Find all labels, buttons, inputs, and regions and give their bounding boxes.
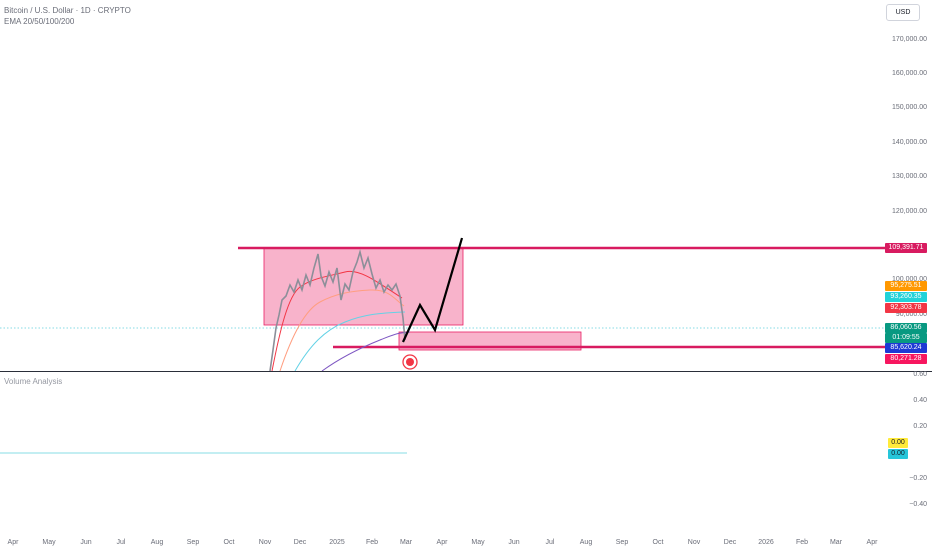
volume-tag-yellow: 0.00 bbox=[888, 438, 908, 448]
time-label: Aug bbox=[150, 539, 164, 546]
volume-tag-cyan: 0.00 bbox=[888, 449, 908, 459]
ema100-line bbox=[294, 311, 406, 372]
time-label: Jun bbox=[80, 539, 92, 546]
projection-path bbox=[402, 237, 464, 343]
time-label: May bbox=[471, 539, 485, 546]
time-label: Jun bbox=[508, 539, 520, 546]
time-label: Nov bbox=[687, 539, 701, 546]
time-label: Aug bbox=[579, 539, 593, 546]
price-tick: 120,000.00 bbox=[891, 208, 927, 215]
time-label: Oct bbox=[652, 539, 664, 546]
event-marker-dot bbox=[406, 358, 414, 366]
price-tick: 170,000.00 bbox=[891, 36, 927, 43]
time-label: Apr bbox=[866, 539, 878, 546]
time-label: Nov bbox=[258, 539, 272, 546]
ema100-price-tag: 92,303.78 bbox=[885, 303, 927, 313]
pane-divider[interactable] bbox=[0, 371, 932, 372]
price-tick: 160,000.00 bbox=[891, 70, 927, 77]
time-label: Dec bbox=[293, 539, 307, 546]
time-label: Mar bbox=[829, 539, 843, 546]
time-label: 2025 bbox=[329, 539, 345, 546]
range-box bbox=[263, 247, 464, 326]
volume-tick: 0.60 bbox=[913, 371, 927, 378]
ema20-line bbox=[271, 270, 403, 372]
volume-tick: −0.20 bbox=[909, 475, 927, 482]
time-label: Jul bbox=[116, 539, 126, 546]
ema50-line bbox=[279, 289, 405, 372]
indicator-label[interactable]: EMA 20/50/100/200 bbox=[4, 17, 75, 26]
time-label: Dec bbox=[723, 539, 737, 546]
time-label: Sep bbox=[615, 539, 629, 546]
support-price-tag: 85,620.24 bbox=[885, 343, 927, 353]
volume-tick: 0.40 bbox=[913, 397, 927, 404]
volume-tick: 0.20 bbox=[913, 423, 927, 430]
ema200-line bbox=[321, 331, 411, 372]
ema50-price-tag: 93,260.35 bbox=[885, 292, 927, 302]
price-tick: 140,000.00 bbox=[891, 139, 927, 146]
currency-button[interactable]: USD bbox=[886, 4, 920, 21]
last-price-tag: 86,060.56 bbox=[885, 323, 927, 333]
time-label: Mar bbox=[399, 539, 413, 546]
time-label: May bbox=[42, 539, 56, 546]
price-tick: 100,000.00 bbox=[891, 276, 927, 283]
time-label: Oct bbox=[223, 539, 235, 546]
countdown-tag: 01:09:55 bbox=[885, 333, 927, 343]
resistance-price-tag: 109,391.71 bbox=[885, 243, 927, 253]
time-label: Feb bbox=[795, 539, 809, 546]
price-tick: 90,000.00 bbox=[895, 311, 927, 318]
time-label: Sep bbox=[186, 539, 200, 546]
time-label: 2026 bbox=[758, 539, 774, 546]
time-label: Feb bbox=[365, 539, 379, 546]
price-tick: 150,000.00 bbox=[891, 104, 927, 111]
price-series bbox=[269, 248, 406, 372]
time-label: Apr bbox=[7, 539, 19, 546]
demand-box bbox=[398, 331, 582, 351]
ema200-price-tag: 80,271.28 bbox=[885, 354, 927, 364]
symbol-title[interactable]: Bitcoin / U.S. Dollar · 1D · CRYPTO bbox=[4, 6, 131, 15]
volume-tick: −0.40 bbox=[909, 501, 927, 508]
time-label: Jul bbox=[545, 539, 555, 546]
volume-pane-title[interactable]: Volume Analysis bbox=[4, 377, 63, 386]
ema20-price-tag: 95,275.51 bbox=[885, 281, 927, 291]
time-label: Apr bbox=[436, 539, 448, 546]
price-tick: 130,000.00 bbox=[891, 173, 927, 180]
